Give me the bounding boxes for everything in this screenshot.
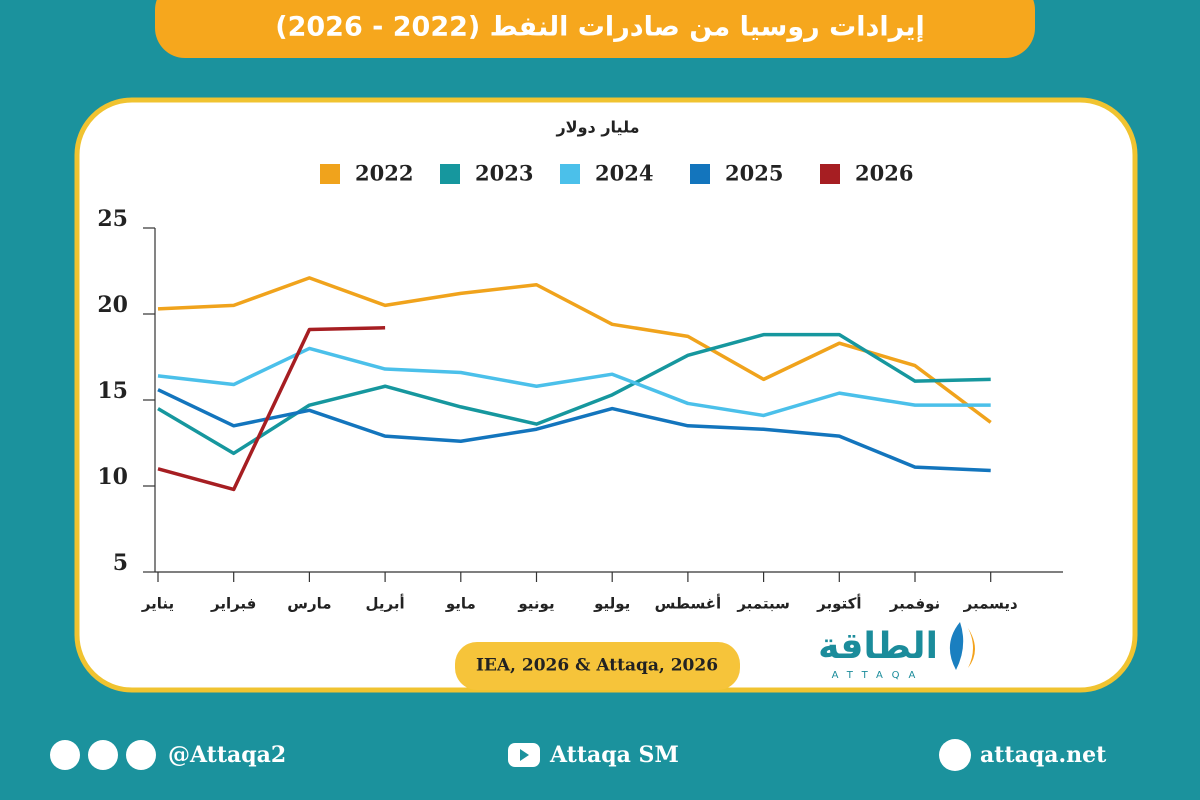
title-banner [155, 0, 1035, 58]
x-tick-label: مايو [445, 595, 476, 613]
logo: الطاقة ATTAQA [818, 622, 975, 681]
footer: @Attaqa2 Attaqa SM attaqa.net [50, 739, 1107, 771]
footer-youtube: Attaqa SM [549, 742, 679, 768]
x-tick-label: فبراير [210, 595, 256, 613]
web-icon [939, 739, 971, 771]
legend-swatch [690, 164, 710, 184]
logo-latin: ATTAQA [832, 670, 925, 681]
x-tick-label: ديسمبر [963, 595, 1018, 613]
x-tick-label: نوفمبر [889, 595, 940, 613]
x-tick-label: يوليو [593, 595, 630, 613]
footer-social: @Attaqa2 [168, 742, 286, 768]
x-tick-label: يناير [141, 595, 174, 613]
legend-label: 2022 [355, 161, 413, 186]
legend-label: 2024 [595, 161, 653, 186]
legend-label: 2026 [855, 161, 913, 186]
x-tick-label: سبتمبر [736, 595, 790, 613]
y-tick-label: 15 [97, 378, 128, 404]
facebook-icon [126, 740, 156, 770]
legend-label: 2025 [725, 161, 783, 186]
logo-icon [949, 622, 964, 670]
source: IEA, 2026 & Attaqa, 2026 [476, 656, 718, 676]
legend-swatch [560, 164, 580, 184]
x-tick-label: يونيو [517, 595, 554, 613]
legend-swatch [320, 164, 340, 184]
x-tick-label: مارس [287, 595, 331, 613]
x-tick-label: أبريل [366, 594, 405, 613]
y-tick-label: 10 [97, 464, 128, 490]
series-line [157, 276, 992, 424]
legend-swatch [440, 164, 460, 184]
footer-website: attaqa.net [980, 742, 1107, 768]
x-tick-label: أغسطس [655, 594, 721, 613]
y-tick-label: 25 [97, 206, 128, 232]
series-line [157, 326, 386, 492]
y-tick-label: 20 [97, 292, 128, 318]
chart-title: إيرادات روسيا من صادرات النفط (2022 - 20… [275, 12, 925, 43]
logo-text: الطاقة [818, 626, 938, 667]
x-tick-label: أكتوبر [816, 594, 861, 613]
series-line [157, 388, 991, 473]
youtube-play [520, 749, 529, 761]
y-unit: مليار دولار [555, 118, 639, 137]
logo-icon [968, 628, 975, 668]
legend-swatch [820, 164, 840, 184]
y-tick-label: 5 [113, 550, 128, 576]
legend-label: 2023 [475, 161, 533, 186]
x-icon [50, 740, 80, 770]
instagram-icon [88, 740, 118, 770]
source-box [455, 642, 740, 690]
